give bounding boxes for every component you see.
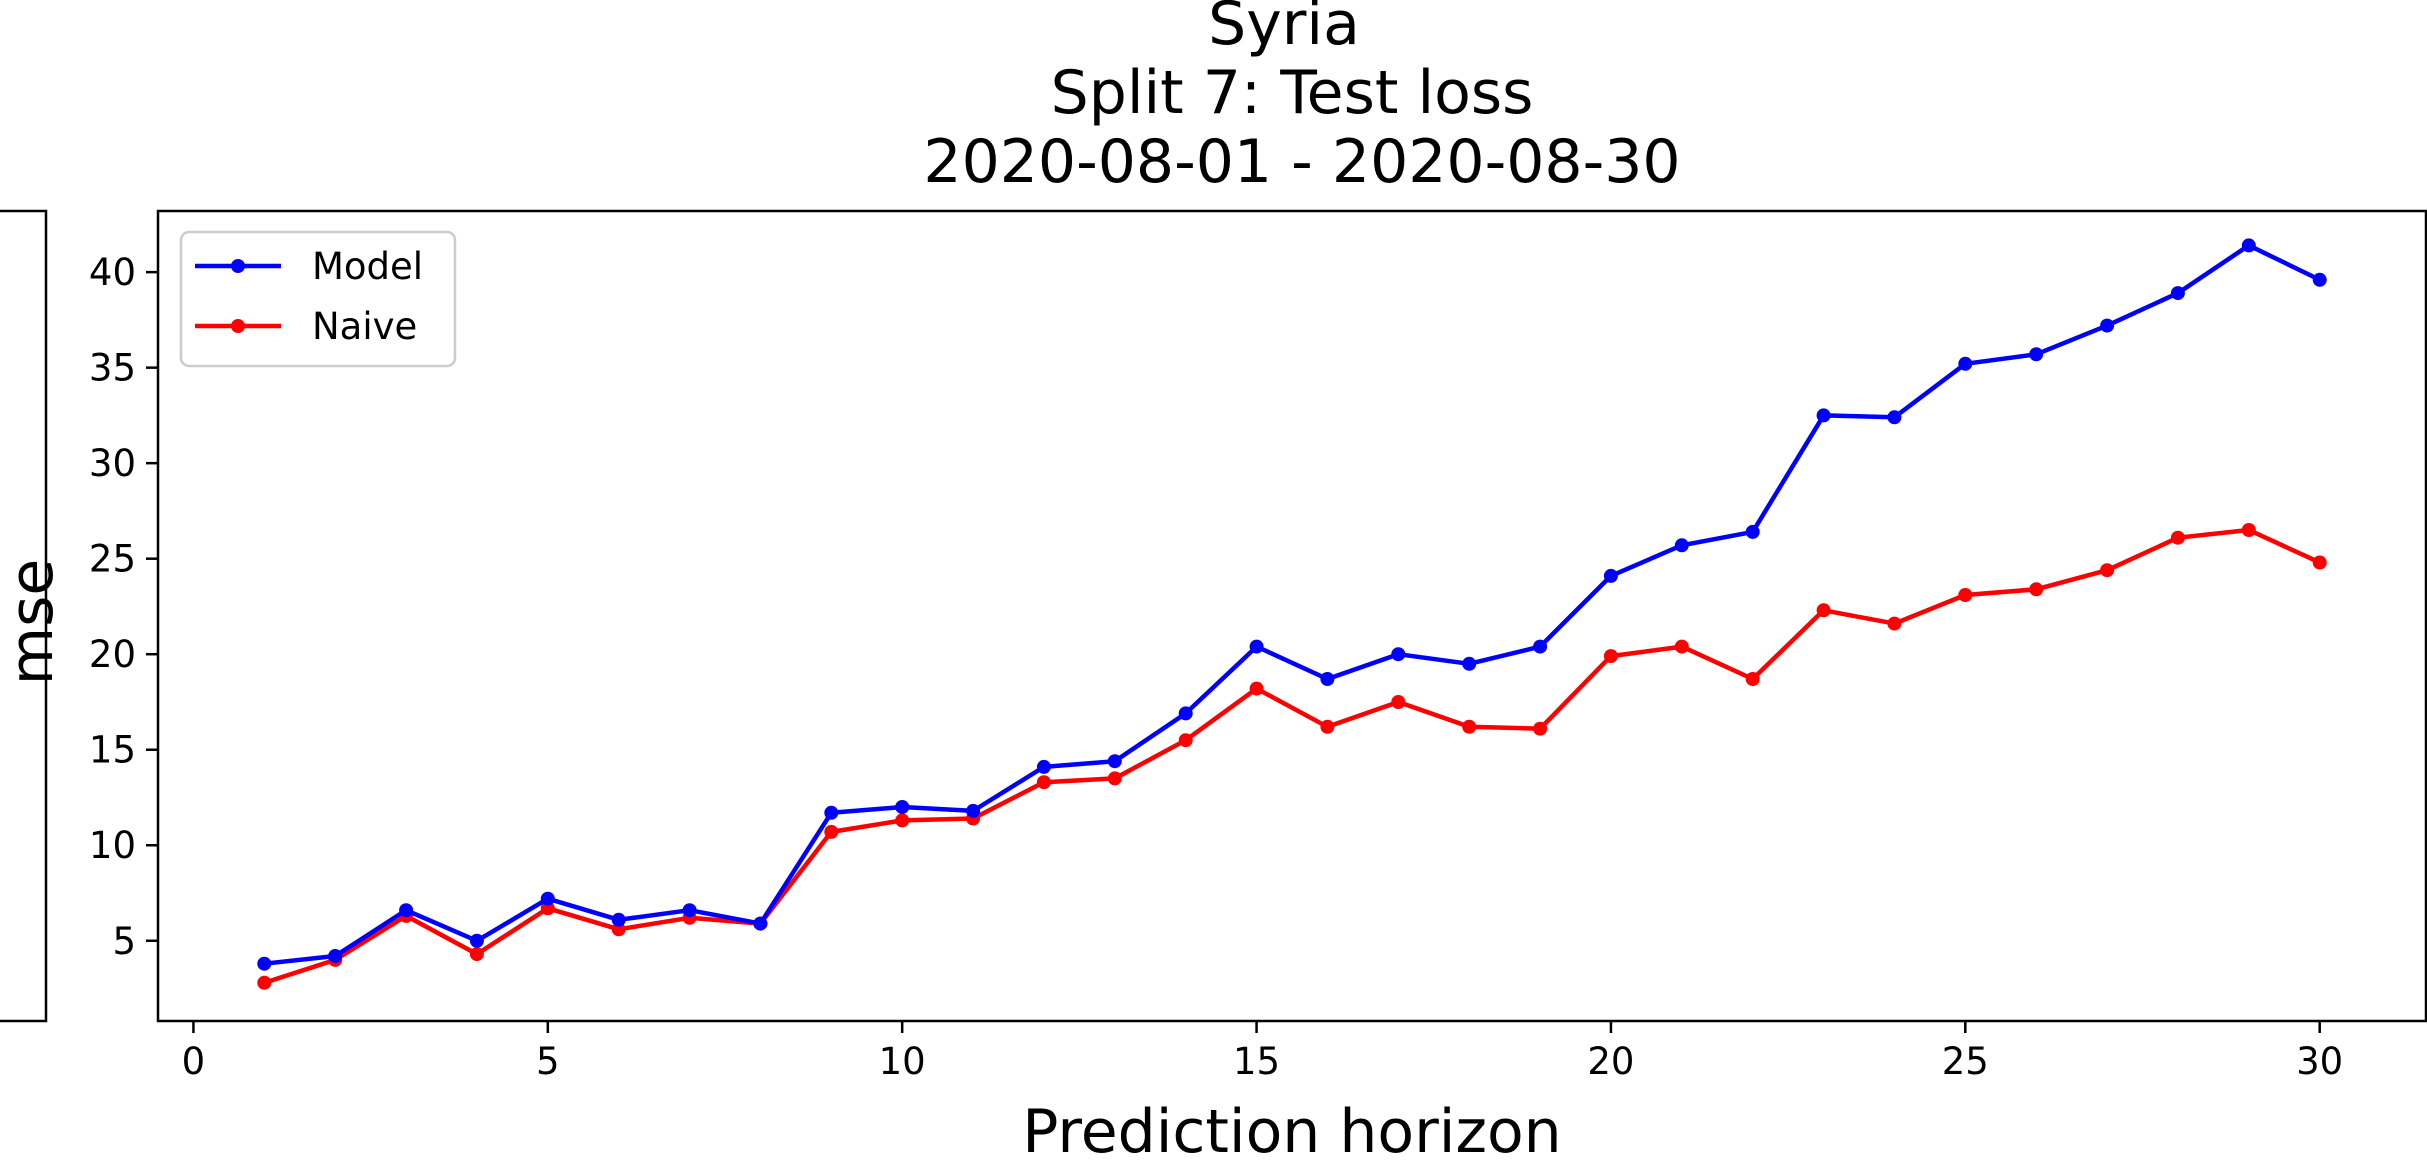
data-point-model <box>1462 656 1477 671</box>
data-point-naive <box>2100 563 2115 578</box>
y-tick-label: 35 <box>89 347 136 390</box>
data-point-model <box>2241 238 2256 253</box>
data-point-naive <box>1462 719 1477 734</box>
data-point-model <box>1036 759 1051 774</box>
data-point-model <box>682 903 697 918</box>
data-point-model <box>1887 410 1902 425</box>
data-point-naive <box>1887 616 1902 631</box>
legend-label-model: Model <box>312 245 423 288</box>
data-point-naive <box>1178 733 1193 748</box>
data-point-naive <box>895 813 910 828</box>
data-point-naive <box>257 975 272 990</box>
series-line-model <box>261 243 2323 967</box>
y-axis: 5 10 15 20 25 30 35 40 <box>89 251 158 963</box>
data-point-model <box>966 803 981 818</box>
data-point-model <box>469 933 484 948</box>
data-point-naive <box>824 824 839 839</box>
data-point-naive <box>1745 672 1760 686</box>
y-tick-label: 15 <box>89 729 136 772</box>
data-point-model <box>2029 347 2044 362</box>
y-tick-label: 30 <box>89 442 136 485</box>
y-tick-label: 5 <box>112 920 136 963</box>
data-point-model <box>1674 538 1689 553</box>
x-tick-label: 15 <box>1233 1040 1280 1083</box>
data-point-naive <box>1391 695 1406 709</box>
chart-title-line-1: Syria <box>1208 0 1360 59</box>
data-point-model <box>1603 568 1618 583</box>
data-point-naive <box>1958 588 1973 602</box>
data-point-model <box>1178 706 1193 721</box>
data-point-naive <box>1674 639 1689 654</box>
data-point-model <box>1391 647 1406 662</box>
data-point-naive <box>1816 603 1831 618</box>
x-tick-label: 20 <box>1587 1040 1634 1083</box>
data-point-model <box>2312 272 2327 287</box>
data-point-model <box>1533 639 1548 654</box>
data-point-model <box>611 912 626 927</box>
legend-marker-model-dot <box>231 259 245 273</box>
data-point-model <box>824 805 839 820</box>
data-point-model <box>1816 408 1831 423</box>
data-point-model <box>540 891 555 906</box>
data-point-model <box>895 800 910 814</box>
data-point-naive <box>1107 771 1122 786</box>
chart-title-line-3: 2020-08-01 - 2020-08-30 <box>923 127 1680 197</box>
series-layer <box>257 238 2327 990</box>
data-point-model <box>753 916 768 931</box>
data-point-naive <box>2241 523 2256 537</box>
x-tick-label: 5 <box>536 1040 560 1083</box>
data-point-naive <box>1320 719 1335 734</box>
x-tick-label: 10 <box>879 1040 926 1083</box>
x-tick-label: 30 <box>2296 1040 2343 1083</box>
data-point-model <box>1958 356 1973 371</box>
y-tick-label: 20 <box>89 633 136 676</box>
y-tick-label: 25 <box>89 538 136 581</box>
data-point-model <box>2100 318 2115 333</box>
data-point-model <box>1745 524 1760 539</box>
data-point-naive <box>2029 582 2044 597</box>
y-tick-label: 40 <box>89 251 136 294</box>
adjacent-panel-edge <box>0 209 48 1023</box>
chart-title-line-2: Split 7: Test loss <box>1051 58 1534 128</box>
data-point-naive <box>2312 555 2327 570</box>
data-point-model <box>2170 286 2185 301</box>
x-tick-label: 0 <box>182 1040 206 1083</box>
plot-area-frame <box>156 209 2427 1023</box>
data-point-naive <box>2170 530 2185 545</box>
data-point-naive <box>469 947 484 962</box>
data-point-model <box>1320 672 1335 686</box>
data-point-naive <box>1036 775 1051 790</box>
y-tick-label: 10 <box>89 824 136 867</box>
y-axis-label: mse <box>0 559 67 686</box>
legend-label-naive: Naive <box>312 305 417 348</box>
data-point-model <box>328 949 343 963</box>
x-axis: 0 5 10 15 20 25 30 <box>182 1021 2343 1083</box>
x-tick-label: 25 <box>1942 1040 1989 1083</box>
data-point-naive <box>540 901 555 916</box>
data-point-naive <box>1603 649 1618 664</box>
x-axis-label: Prediction horizon <box>1022 1097 1561 1167</box>
data-point-model <box>257 956 272 971</box>
legend-marker-naive-dot <box>231 319 245 333</box>
data-point-naive <box>1249 681 1264 696</box>
data-point-naive <box>1533 721 1548 736</box>
data-point-model <box>399 903 414 918</box>
data-point-model <box>1249 639 1264 654</box>
legend: Model Naive <box>179 230 457 368</box>
series-line-naive <box>261 527 2323 986</box>
data-point-model <box>1107 754 1122 769</box>
